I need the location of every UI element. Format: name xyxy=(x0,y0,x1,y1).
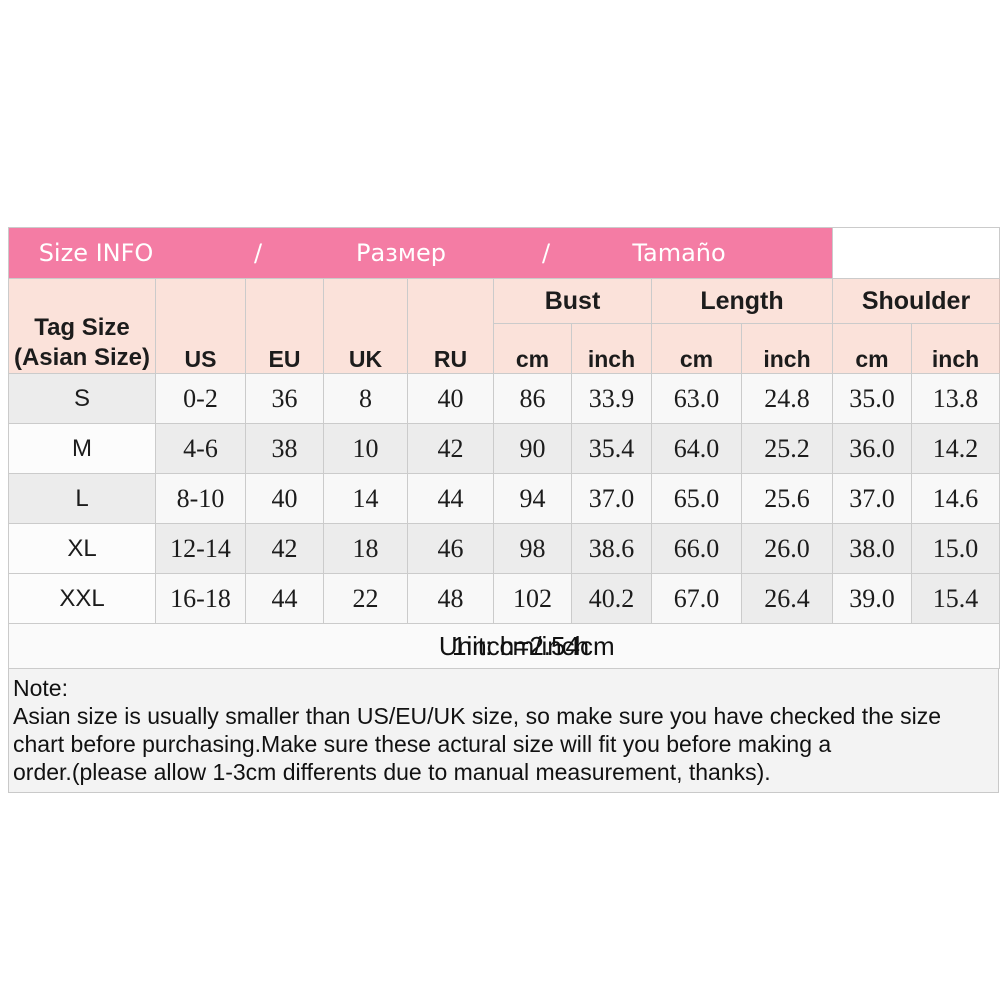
title-bar-row: Size INFO / Размер / Tamaño xyxy=(7,227,1001,279)
value-cell: 25.2 xyxy=(740,423,834,474)
title-razmer: Размер xyxy=(355,239,447,267)
unit-row: Unit: cm/inch 1inch=2.54cm xyxy=(7,623,1001,669)
value-cell: 48 xyxy=(407,573,494,624)
value-cell: 14.2 xyxy=(911,423,1001,474)
value-cell: 15.4 xyxy=(911,573,1001,624)
value-cell: 35.0 xyxy=(832,373,913,424)
size-row-xl: XL 12-14 42 18 46 98 38.6 66.0 26.0 38.0… xyxy=(8,523,1001,574)
column-header-eu: EU xyxy=(245,278,324,374)
value-cell: 65.0 xyxy=(651,473,742,524)
size-row-xxl: XXL 16-18 44 22 48 102 40.2 67.0 26.4 39… xyxy=(8,573,1001,624)
value-cell: 10 xyxy=(323,423,408,474)
unit-label: Unit: cm/inch xyxy=(438,631,590,661)
value-cell: 40 xyxy=(407,373,494,424)
value-cell: 8-10 xyxy=(155,473,246,524)
value-cell: 13.8 xyxy=(911,373,1001,424)
value-cell: 18 xyxy=(323,523,408,574)
value-cell: 42 xyxy=(245,523,324,574)
value-cell: 4-6 xyxy=(155,423,246,474)
value-cell: 40 xyxy=(245,473,324,524)
value-cell: 38.0 xyxy=(832,523,913,574)
value-cell: 15.0 xyxy=(911,523,1001,574)
value-cell: 26.0 xyxy=(740,523,834,574)
value-cell: 44 xyxy=(407,473,494,524)
value-cell: 25.6 xyxy=(740,473,834,524)
size-row-m: M 4-6 38 10 42 90 35.4 64.0 25.2 36.0 14… xyxy=(8,423,1001,474)
column-header-uk: UK xyxy=(323,278,408,374)
size-label-cell: S xyxy=(8,373,156,424)
value-cell: 86 xyxy=(493,373,572,424)
value-cell: 98 xyxy=(493,523,572,574)
value-cell: 12-14 xyxy=(155,523,246,574)
group-header-length: Length xyxy=(650,278,834,324)
value-cell: 37.0 xyxy=(832,473,913,524)
column-header-ru: RU xyxy=(407,278,494,374)
size-table: Size INFO / Размер / Tamaño Tag Size (As… xyxy=(7,227,1001,669)
value-cell: 94 xyxy=(493,473,572,524)
value-cell: 38 xyxy=(245,423,324,474)
group-header-row: Tag Size (Asian Size) US EU UK RU Bust L… xyxy=(8,278,1001,374)
value-cell: 102 xyxy=(493,573,572,624)
size-row-s: S 0-2 36 8 40 86 33.9 63.0 24.8 35.0 13.… xyxy=(8,373,1001,424)
title-size-info: Size INFO xyxy=(38,239,154,267)
value-cell: 67.0 xyxy=(651,573,742,624)
value-cell: 40.2 xyxy=(571,573,652,624)
size-row-l: L 8-10 40 14 44 94 37.0 65.0 25.6 37.0 1… xyxy=(8,473,1001,524)
value-cell: 14.6 xyxy=(911,473,1001,524)
title-bar-blank-area xyxy=(832,227,1001,279)
unit-header-bust-inch: inch xyxy=(571,323,652,374)
value-cell: 24.8 xyxy=(740,373,834,424)
group-header-bust: Bust xyxy=(493,278,652,324)
value-cell: 0-2 xyxy=(155,373,246,424)
value-cell: 46 xyxy=(407,523,494,574)
size-label-cell: XL xyxy=(8,523,156,574)
unit-header-shoulder-cm: cm xyxy=(832,323,913,374)
value-cell: 42 xyxy=(407,423,494,474)
unit-header-shoulder-inch: inch xyxy=(911,323,1001,374)
value-cell: 16-18 xyxy=(155,573,246,624)
unit-header-row: cm inch cm inch cm inch xyxy=(9,323,1001,374)
value-cell: 44 xyxy=(245,573,324,624)
value-cell: 39.0 xyxy=(832,573,913,624)
value-cell: 63.0 xyxy=(651,373,742,424)
note-heading: Note: xyxy=(13,675,68,701)
value-cell: 90 xyxy=(493,423,572,474)
unit-header-length-cm: cm xyxy=(651,323,742,374)
note-block: Note: Asian size is usually smaller than… xyxy=(8,669,999,793)
unit-header-length-inch: inch xyxy=(740,323,834,374)
value-cell: 33.9 xyxy=(571,373,652,424)
size-label-cell: L xyxy=(8,473,156,524)
size-chart-sheet: Size INFO / Размер / Tamaño Tag Size (As… xyxy=(7,227,1001,793)
value-cell: 38.6 xyxy=(571,523,652,574)
value-cell: 8 xyxy=(323,373,408,424)
value-cell: 26.4 xyxy=(740,573,834,624)
group-header-shoulder: Shoulder xyxy=(832,278,1001,324)
title-separator-2: / xyxy=(541,239,551,267)
tag-size-header: Tag Size (Asian Size) xyxy=(8,278,156,374)
tag-size-line1: Tag Size xyxy=(34,314,130,341)
value-cell: 22 xyxy=(323,573,408,624)
inch-conversion: 1inch=2.54cm xyxy=(452,631,615,661)
value-cell: 36 xyxy=(245,373,324,424)
title-tamano: Tamaño xyxy=(632,239,726,267)
value-cell: 14 xyxy=(323,473,408,524)
value-cell: 64.0 xyxy=(651,423,742,474)
size-label-cell: XXL xyxy=(8,573,156,624)
value-cell: 37.0 xyxy=(571,473,652,524)
value-cell: 66.0 xyxy=(651,523,742,574)
value-cell: 36.0 xyxy=(832,423,913,474)
title-separator-1: / xyxy=(253,239,263,267)
title-bar: Size INFO / Размер / Tamaño xyxy=(7,227,834,279)
size-label-cell: M xyxy=(8,423,156,474)
note-line: Asian size is usually smaller than US/EU… xyxy=(13,703,942,729)
column-header-us: US xyxy=(155,278,246,374)
note-line: chart before purchasing.Make sure these … xyxy=(13,731,832,757)
tag-size-line2: (Asian Size) xyxy=(13,344,151,371)
note-line: order.(please allow 1-3cm differents due… xyxy=(13,759,771,785)
unit-header-bust-cm: cm xyxy=(493,323,572,374)
unit-cell: Unit: cm/inch 1inch=2.54cm xyxy=(7,623,1001,669)
value-cell: 35.4 xyxy=(571,423,652,474)
